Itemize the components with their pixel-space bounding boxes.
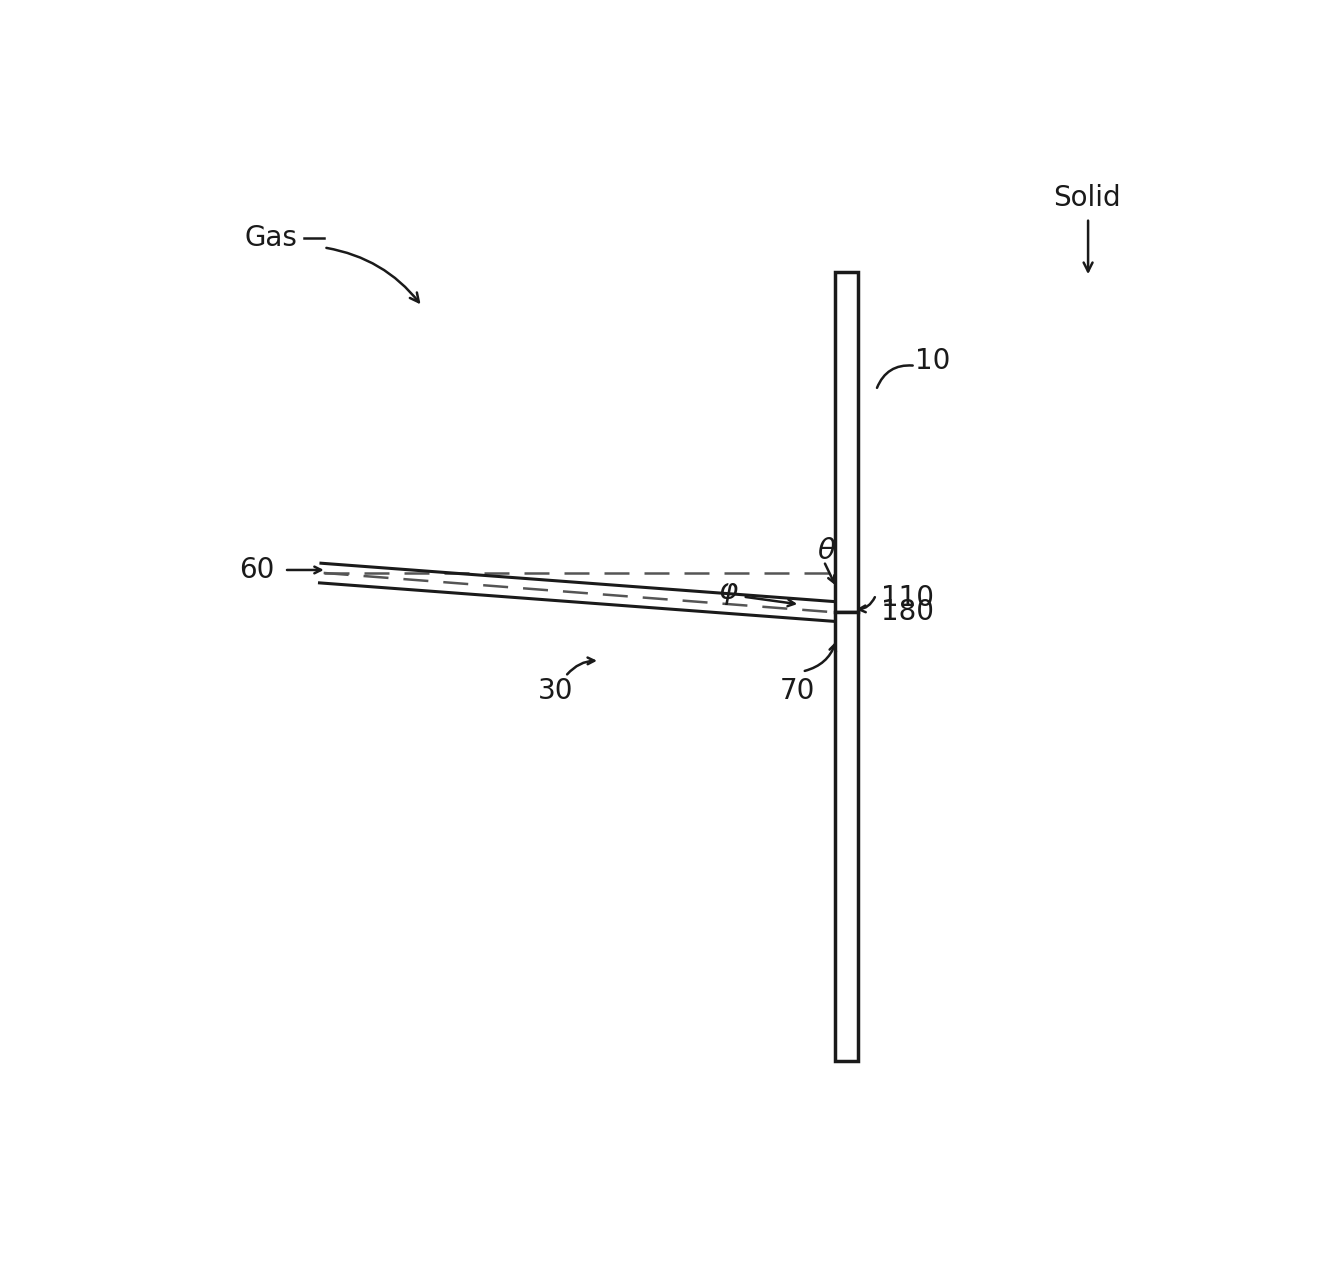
Text: $\varphi$: $\varphi$ (718, 579, 739, 607)
Text: 180: 180 (880, 598, 934, 626)
Text: Solid: Solid (1054, 184, 1121, 213)
Text: 110: 110 (880, 584, 934, 611)
Text: 30: 30 (538, 678, 574, 706)
Text: 70: 70 (779, 678, 815, 706)
Bar (835, 612, 858, 1061)
Bar (835, 272, 858, 612)
Text: $\theta$: $\theta$ (816, 537, 836, 565)
Text: 60: 60 (239, 556, 275, 584)
Text: Gas: Gas (244, 224, 297, 251)
Text: 10: 10 (915, 347, 951, 375)
